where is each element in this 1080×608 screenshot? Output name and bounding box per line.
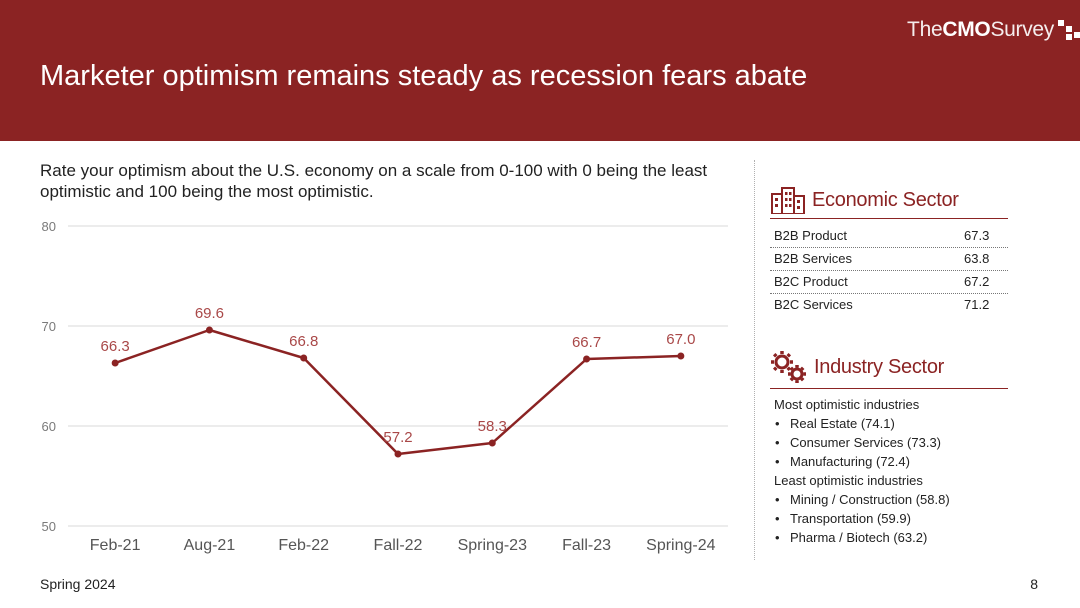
data-point — [583, 355, 591, 363]
list-item: Real Estate (74.1) — [770, 416, 1008, 431]
sector-name: B2C Product — [774, 274, 848, 289]
page-number: 8 — [1030, 576, 1038, 592]
y-tick-label: 50 — [42, 519, 56, 534]
data-point — [677, 352, 685, 360]
sector-name: B2C Services — [774, 297, 853, 312]
economic-sector-table: B2B Product 67.3 B2B Services 63.8 B2C P… — [770, 225, 1008, 316]
panel-divider — [754, 160, 755, 560]
table-row: B2B Services 63.8 — [770, 248, 1008, 271]
data-point — [205, 326, 213, 334]
economic-sector-label: Economic Sector — [812, 188, 959, 211]
sector-name: B2B Services — [774, 251, 853, 266]
data-label: 58.3 — [478, 418, 507, 435]
economic-sector-panel: Economic Sector B2B Product 67.3 B2B Ser… — [770, 186, 1008, 316]
data-point — [300, 354, 308, 362]
table-row: B2C Product 67.2 — [770, 271, 1008, 294]
list-item: Manufacturing (72.4) — [770, 454, 1008, 469]
x-tick-label: Aug-21 — [184, 537, 236, 554]
list-item: Transportation (59.9) — [770, 511, 1008, 526]
buildings-icon — [771, 187, 805, 214]
footer-edition: Spring 2024 — [40, 576, 116, 592]
data-label: 66.3 — [101, 338, 130, 355]
industry-sector-panel: Industry Sector Most optimistic industri… — [770, 350, 1008, 549]
data-label: 66.7 — [572, 334, 601, 351]
data-point — [111, 359, 119, 367]
y-tick-label: 60 — [42, 419, 56, 434]
header-banner: TheCMOSurvey Marketer optimism remains s… — [0, 0, 1080, 141]
industry-list: Most optimistic industries Real Estate (… — [770, 397, 1008, 545]
list-item: Consumer Services (73.3) — [770, 435, 1008, 450]
data-label: 69.6 — [195, 305, 224, 322]
sector-value: 67.2 — [964, 274, 990, 289]
y-tick-label: 70 — [42, 319, 56, 334]
sector-value: 63.8 — [964, 251, 990, 266]
list-item: Pharma / Biotech (63.2) — [770, 530, 1008, 545]
x-tick-label: Fall-23 — [562, 537, 611, 554]
sector-name: B2B Product — [774, 228, 847, 243]
x-tick-label: Fall-22 — [374, 537, 423, 554]
sector-value: 67.3 — [964, 228, 990, 243]
least-optimistic-heading: Least optimistic industries — [774, 473, 923, 488]
data-point — [488, 439, 496, 447]
data-label: 67.0 — [666, 331, 695, 348]
industry-sector-label: Industry Sector — [814, 355, 945, 378]
data-label: 57.2 — [383, 429, 412, 446]
page-title: Marketer optimism remains steady as rece… — [40, 60, 808, 92]
data-label: 66.8 — [289, 333, 318, 350]
sector-value: 71.2 — [964, 297, 990, 312]
x-tick-label: Feb-22 — [278, 537, 329, 554]
table-row: B2B Product 67.3 — [770, 225, 1008, 248]
y-tick-label: 80 — [42, 219, 56, 234]
survey-question: Rate your optimism about the U.S. econom… — [40, 161, 708, 201]
x-tick-label: Spring-23 — [458, 537, 527, 554]
list-item: Mining / Construction (58.8) — [770, 492, 1008, 507]
gears-icon — [771, 351, 806, 383]
industry-sector-header: Industry Sector — [770, 350, 1008, 389]
table-row: B2C Services 71.2 — [770, 294, 1008, 316]
x-tick-label: Feb-21 — [90, 537, 141, 554]
most-optimistic-heading: Most optimistic industries — [774, 397, 920, 412]
cmo-survey-logo: TheCMOSurvey — [907, 18, 1080, 42]
optimism-line-chart: 50 60 70 80 Feb-21 Aug-21 Feb-22 Fall-22 Spring-… — [42, 219, 728, 554]
x-tick-label: Spring-24 — [646, 537, 715, 554]
economic-sector-header: Economic Sector — [770, 186, 1008, 219]
data-point — [394, 450, 402, 458]
logo-squares-icon — [1056, 18, 1080, 44]
